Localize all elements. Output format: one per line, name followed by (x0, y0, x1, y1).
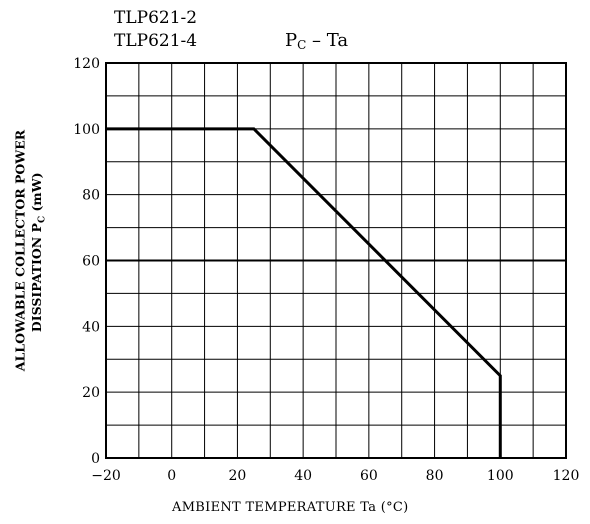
x-tick-label: 100 (487, 468, 514, 484)
x-tick-label: −20 (91, 468, 121, 484)
y-tick-label: 120 (73, 56, 100, 72)
chart-title-main: P (285, 30, 298, 51)
y-tick-label: 80 (82, 188, 100, 204)
y-tick-label: 100 (73, 122, 100, 138)
x-tick-label: 120 (553, 468, 580, 484)
x-tick-label: 20 (229, 468, 247, 484)
chart-title-rest: – Ta (306, 30, 349, 51)
y-tick-label: 40 (82, 319, 100, 335)
plot-frame (105, 62, 567, 459)
y-tick-label: 60 (82, 254, 100, 270)
x-tick-label: 80 (426, 468, 444, 484)
x-tick-label: 0 (167, 468, 176, 484)
series-line (106, 127, 502, 458)
model-label-2: TLP621-4 (114, 31, 198, 51)
y-tick-label: 0 (91, 451, 100, 467)
chart-title-sub: C (297, 38, 307, 52)
x-tick-label: 60 (360, 468, 378, 484)
x-axis-label: AMBIENT TEMPERATURE Ta (°C) (172, 500, 409, 515)
model-label-1: TLP621-2 (114, 8, 198, 28)
chart-title: PC – Ta (285, 30, 348, 52)
y-tick-label: 20 (82, 385, 100, 401)
x-tick-label: 40 (294, 468, 312, 484)
